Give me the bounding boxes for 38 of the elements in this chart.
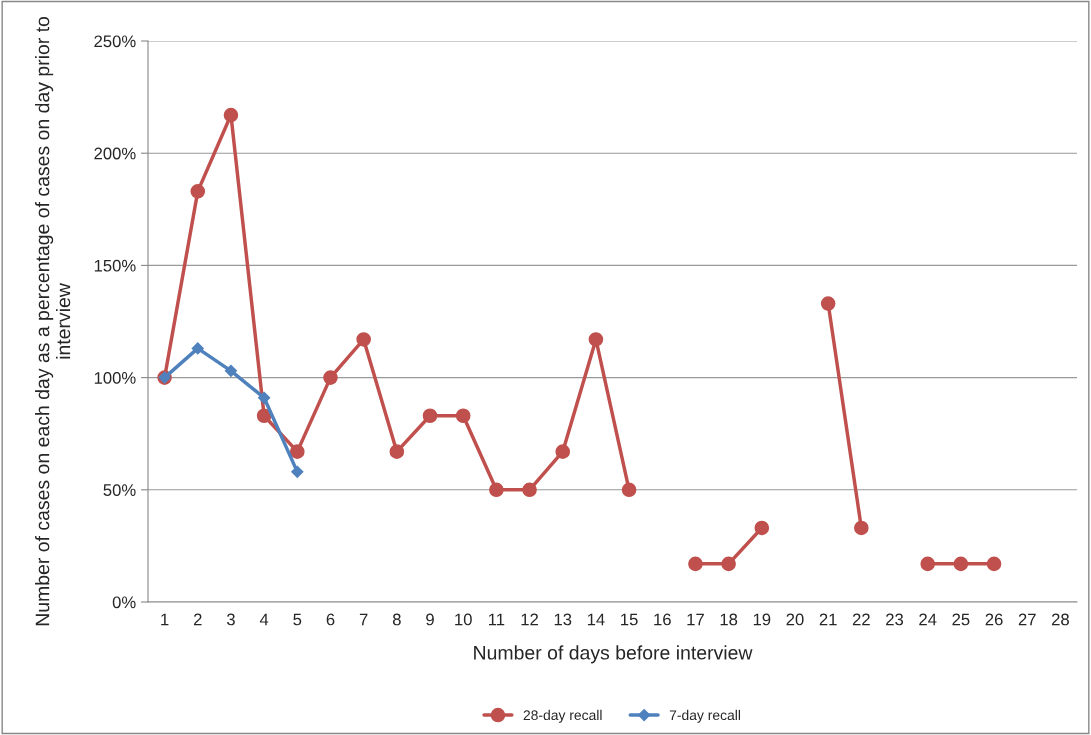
x-tick-label: 28 — [1051, 613, 1069, 626]
x-tick-label: 26 — [985, 613, 1003, 626]
x-tick-label: 10 — [455, 613, 472, 626]
x-tick-label: 8 — [392, 613, 401, 626]
x-tick-label: 19 — [753, 613, 771, 626]
y-tick-label: 50% — [103, 484, 136, 496]
x-tick-label: 11 — [488, 613, 505, 626]
y-axis-title: Number of cases on each day as a percentage of cases on day prior to interview — [35, 16, 71, 626]
x-tick-label: 2 — [193, 613, 202, 626]
y-tick-label: 150% — [94, 259, 136, 272]
x-tick-label: 14 — [587, 613, 605, 626]
x-tick-label: 22 — [852, 613, 870, 626]
x-tick-label: 20 — [786, 613, 804, 626]
x-tick-label: 3 — [226, 613, 235, 626]
x-tick-label: 15 — [621, 613, 638, 626]
x-tick-label: 25 — [952, 613, 970, 626]
x-axis-title: Number of days before interview — [474, 645, 753, 664]
x-tick-label: 6 — [326, 613, 335, 626]
y-tick-label: 250% — [94, 35, 136, 48]
y-tick-label: 100% — [94, 372, 136, 384]
x-tick-label: 21 — [819, 613, 837, 626]
x-tick-label: 9 — [426, 613, 434, 626]
legend-label: 28-day recall — [523, 709, 602, 723]
y-tick-label: 200% — [94, 147, 136, 160]
x-tick-label: 12 — [521, 613, 538, 626]
x-tick-label: 4 — [259, 613, 269, 626]
x-tick-label: 27 — [1018, 613, 1036, 626]
x-tick-label: 5 — [293, 613, 302, 626]
x-tick-label: 16 — [654, 613, 671, 626]
y-tick-label: 0% — [112, 596, 136, 609]
x-tick-label: 7 — [359, 613, 368, 626]
x-tick-label: 18 — [720, 613, 738, 626]
x-tick-label: 17 — [687, 613, 704, 626]
x-tick-label: 1 — [161, 613, 169, 626]
x-tick-label: 23 — [886, 613, 904, 626]
legend-label: 7-day recall — [669, 709, 740, 723]
x-tick-label: 24 — [919, 613, 937, 626]
x-tick-label: 13 — [554, 613, 572, 626]
